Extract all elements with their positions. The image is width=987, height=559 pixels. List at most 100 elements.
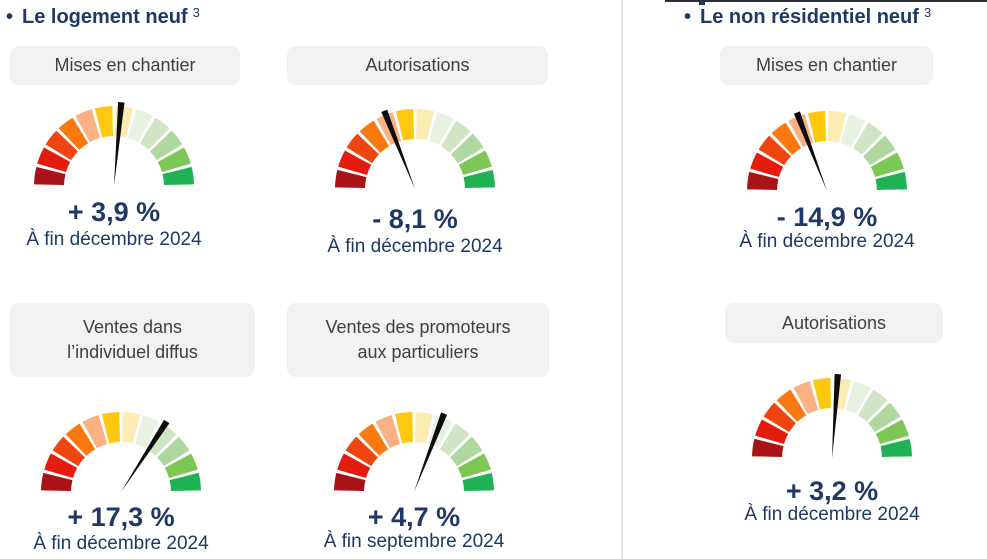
gauge-chart-mises-en-chantier-logement bbox=[34, 102, 194, 186]
footnote-reference: 3 bbox=[923, 5, 932, 20]
top-edge-strip bbox=[665, 0, 987, 2]
gauge-segment bbox=[395, 109, 414, 141]
gauge-segment bbox=[439, 423, 470, 456]
gauge-segment bbox=[65, 423, 96, 456]
gauge-value: + 17,3 % bbox=[67, 502, 175, 532]
gauge-segment bbox=[450, 436, 483, 467]
gauge-segment bbox=[44, 453, 78, 479]
gauge-segment bbox=[52, 436, 85, 467]
gauge-segment bbox=[122, 412, 141, 444]
gauge-chart-mises-en-chantier-non-residentiel bbox=[747, 111, 907, 191]
gauge-segment bbox=[94, 106, 113, 138]
gauge-segment bbox=[146, 423, 177, 456]
gauge-segment bbox=[101, 412, 120, 444]
gauge-chart-ventes-individuel-diffus bbox=[41, 412, 201, 492]
gauge-segment bbox=[755, 419, 789, 445]
gauge-segment bbox=[134, 415, 160, 449]
section-title: Le non résidentiel neuf bbox=[700, 6, 919, 28]
gauge-segment bbox=[763, 402, 796, 433]
gauge-segment bbox=[451, 133, 484, 164]
gauge-segment bbox=[828, 111, 847, 143]
gauge-segment bbox=[41, 472, 73, 491]
gauge-segment bbox=[337, 453, 371, 479]
gauge-segment bbox=[870, 152, 904, 178]
gauge-segment bbox=[812, 378, 831, 410]
gauge-period: À fin décembre 2024 bbox=[26, 229, 202, 250]
gauge-needle bbox=[793, 111, 827, 191]
gauge-segment bbox=[415, 412, 434, 444]
gauge-chart-ventes-promoteurs bbox=[334, 412, 494, 492]
gauge-segment bbox=[807, 111, 826, 143]
gauge-value: - 14,9 % bbox=[776, 202, 878, 232]
gauge-segment bbox=[358, 423, 389, 456]
gauge-needle bbox=[121, 419, 170, 492]
gauge-segment bbox=[857, 389, 888, 422]
gauge-segment bbox=[359, 120, 390, 153]
gauge-segment bbox=[875, 419, 909, 445]
section-header-logement-neuf: • Le logement neuf 3 bbox=[6, 4, 200, 30]
gauge-segment bbox=[375, 415, 401, 449]
gauge-segment bbox=[334, 472, 366, 491]
gauge-needle bbox=[381, 109, 415, 189]
gauge-segment bbox=[462, 472, 494, 491]
gauge-needle bbox=[414, 412, 448, 492]
bullet-icon: • bbox=[6, 6, 14, 28]
section-title: Le logement neuf bbox=[22, 6, 188, 28]
gauge-segment bbox=[758, 135, 791, 166]
gauge-segment bbox=[157, 147, 191, 173]
gauge-segment bbox=[440, 120, 471, 153]
gauge-segment bbox=[139, 117, 170, 150]
gauge-label-autorisations-non-residentiel: Autorisations bbox=[725, 303, 943, 343]
gauge-segment bbox=[458, 150, 492, 176]
gauge-needle bbox=[832, 373, 842, 458]
gauge-segment bbox=[793, 381, 819, 415]
gauge-segment bbox=[82, 415, 108, 449]
gauge-label-mises-en-chantier-non-residentiel: Mises en chantier bbox=[720, 46, 933, 85]
gauge-segment bbox=[416, 109, 435, 141]
gauge-segment bbox=[127, 109, 153, 143]
gauge-segment bbox=[750, 152, 784, 178]
gauge-segment bbox=[37, 147, 71, 173]
top-edge-notch bbox=[699, 1, 705, 5]
gauge-label-ventes-individuel-diffus: Ventes dans l’individuel diffus bbox=[10, 303, 255, 377]
gauge-segment bbox=[880, 438, 912, 457]
gauge-chart-autorisations-logement bbox=[335, 109, 495, 189]
gauge-segment bbox=[776, 389, 807, 422]
gauge-label-autorisations-logement: Autorisations bbox=[287, 46, 548, 85]
gauge-value: - 8,1 % bbox=[372, 204, 458, 234]
gauge-segment bbox=[169, 472, 201, 491]
section-divider bbox=[621, 0, 623, 559]
gauge-segment bbox=[428, 112, 454, 146]
gauge-segment bbox=[346, 133, 379, 164]
gauge-value: + 3,2 % bbox=[785, 476, 879, 506]
gauge-period: À fin décembre 2024 bbox=[33, 533, 209, 554]
gauge-segment bbox=[752, 438, 784, 457]
gauge-segment bbox=[150, 130, 183, 161]
gauge-period: À fin décembre 2024 bbox=[327, 236, 503, 257]
gauge-segment bbox=[868, 402, 901, 433]
gauge-segment bbox=[840, 114, 866, 148]
gauge-period: À fin décembre 2024 bbox=[739, 231, 915, 252]
gauge-segment bbox=[394, 412, 413, 444]
gauge-value: + 4,7 % bbox=[367, 502, 461, 532]
gauge-label-mises-en-chantier-logement: Mises en chantier bbox=[10, 46, 240, 85]
gauge-segment bbox=[875, 171, 907, 190]
gauge-segment bbox=[157, 436, 190, 467]
gauge-segment bbox=[75, 109, 101, 143]
gauge-segment bbox=[164, 453, 198, 479]
gauge-segment bbox=[34, 166, 66, 185]
footnote-reference: 3 bbox=[192, 5, 200, 20]
gauge-segment bbox=[58, 117, 89, 150]
gauge-segment bbox=[45, 130, 78, 161]
gauge-segment bbox=[863, 135, 896, 166]
gauge-segment bbox=[457, 453, 491, 479]
gauge-segment bbox=[852, 122, 883, 155]
gauge-period: À fin décembre 2024 bbox=[744, 504, 920, 525]
gauge-chart-autorisations-non-residentiel bbox=[752, 373, 912, 458]
gauge-segment bbox=[747, 171, 779, 190]
gauge-needle bbox=[114, 102, 125, 186]
gauge-segment bbox=[162, 166, 194, 185]
gauge-segment bbox=[345, 436, 378, 467]
gauge-segment bbox=[335, 169, 367, 188]
